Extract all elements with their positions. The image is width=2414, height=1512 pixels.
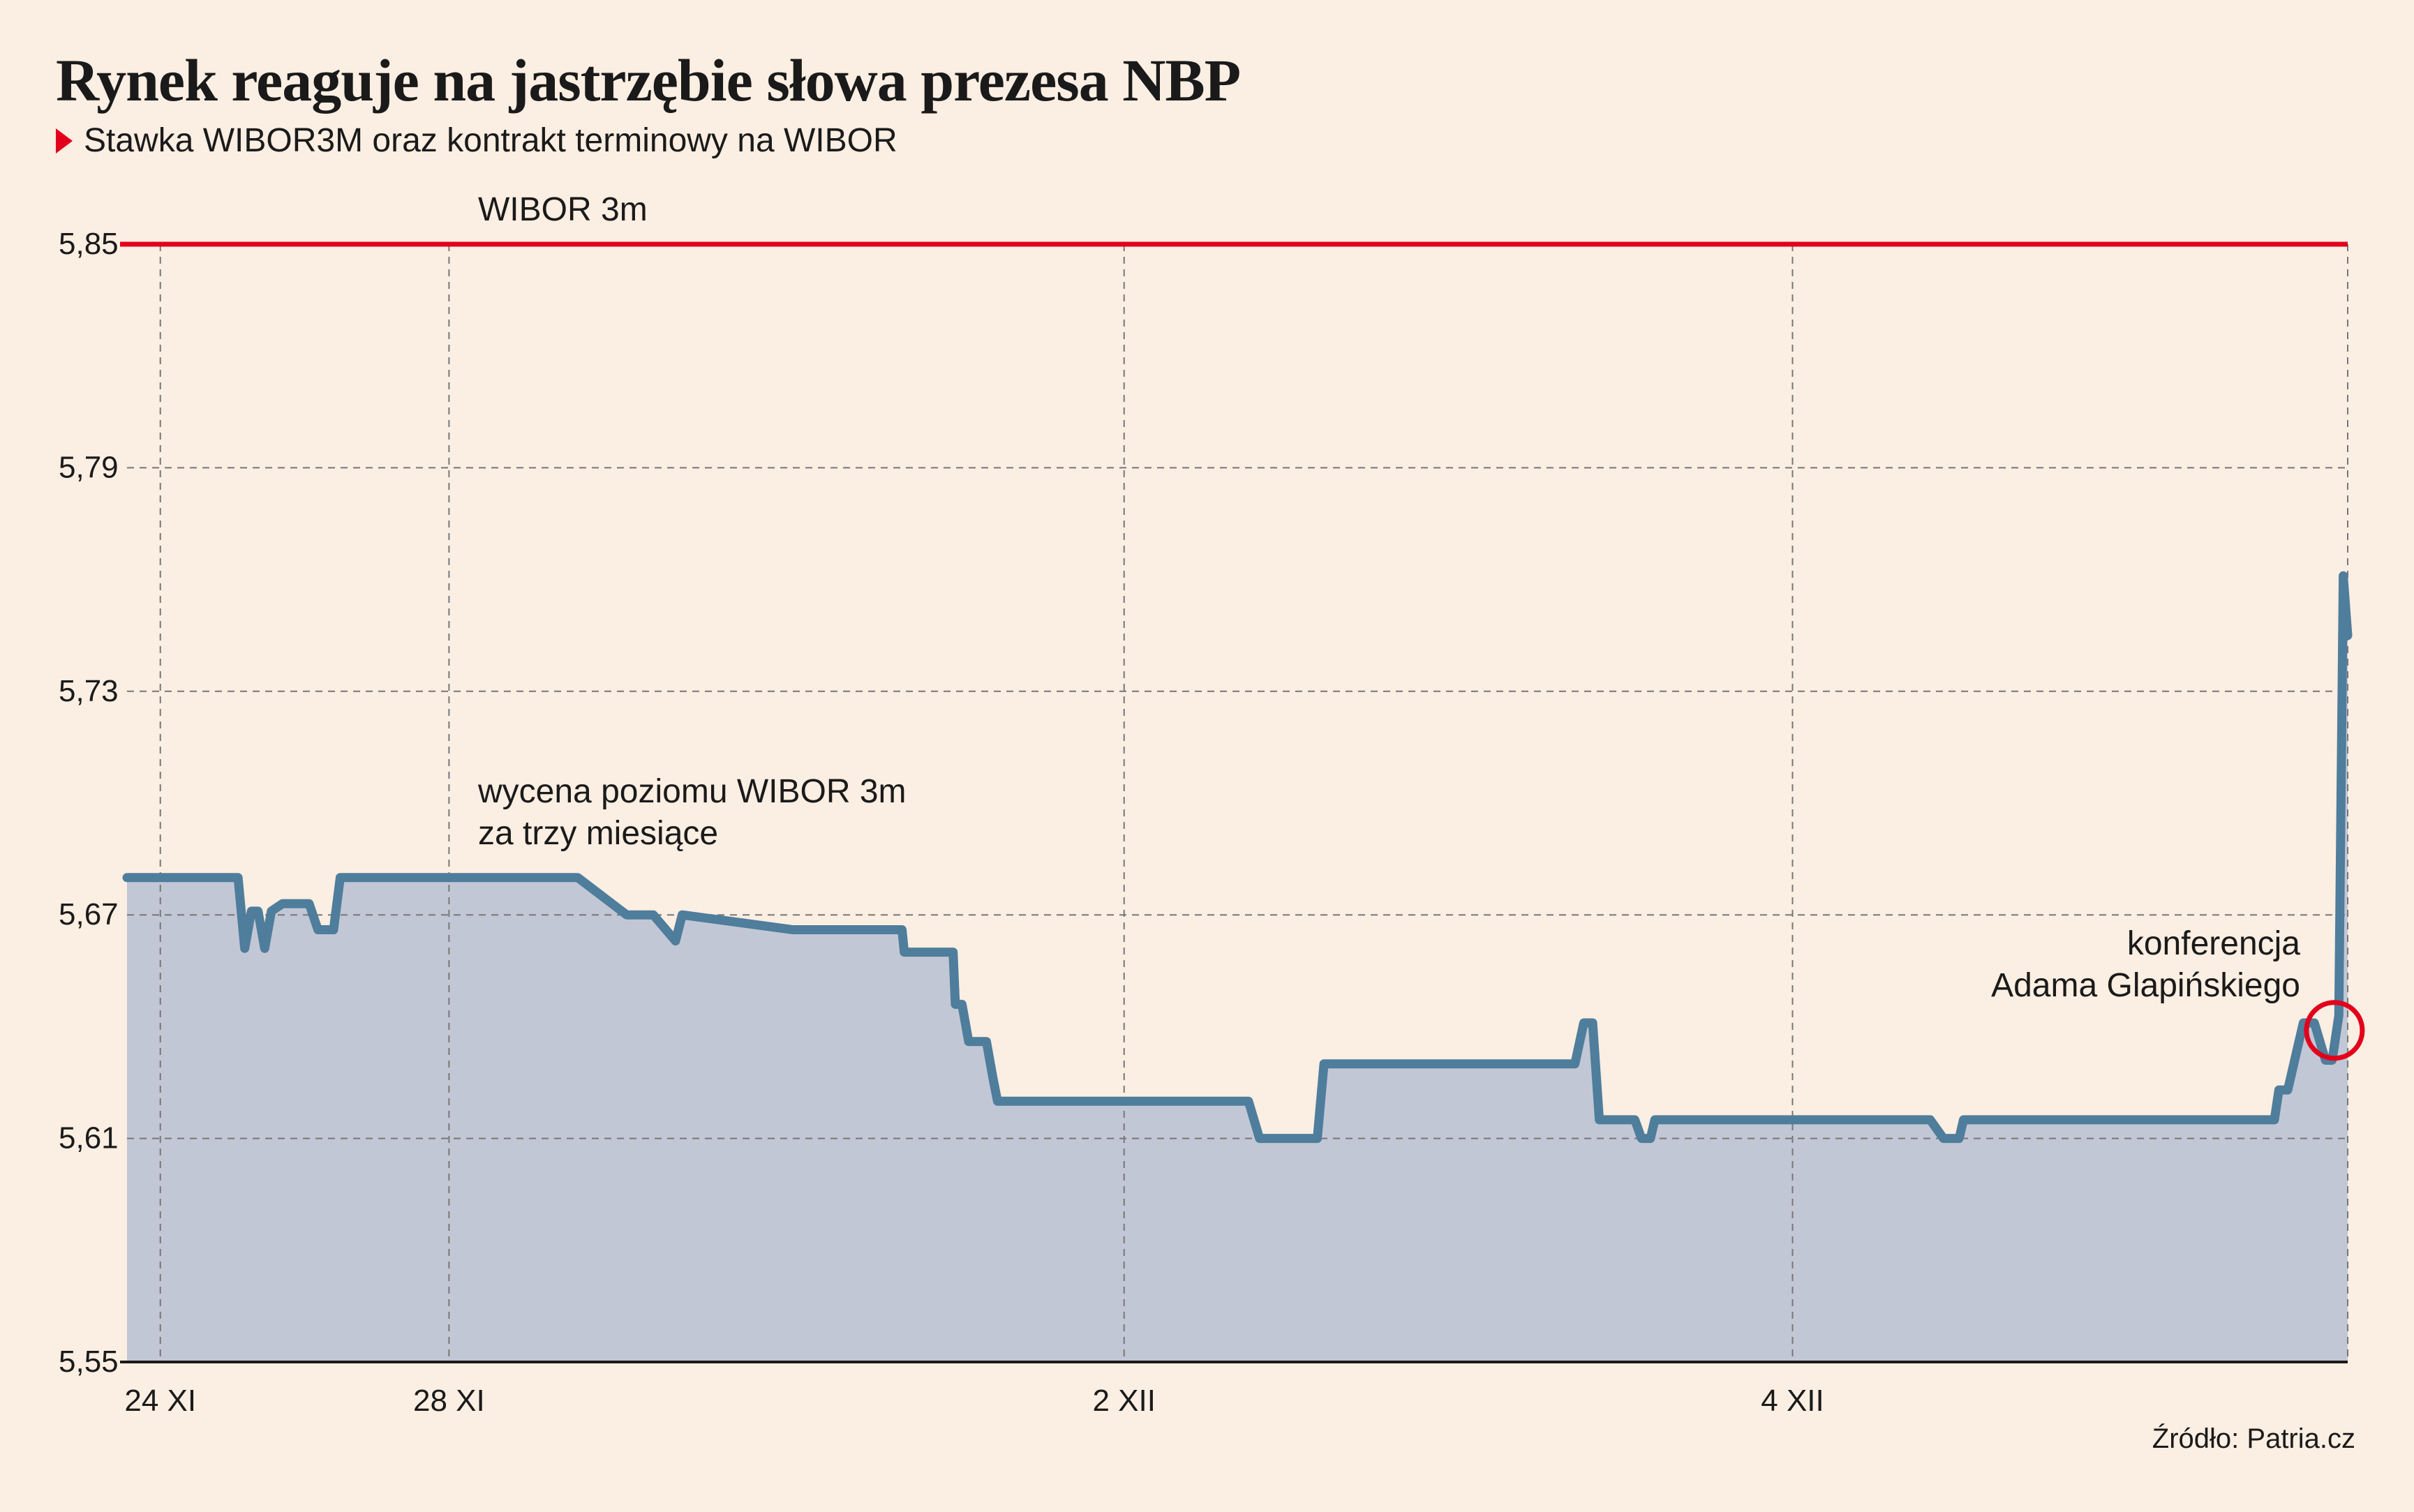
highlight-circle xyxy=(2304,1000,2365,1061)
y-tick-label: 5,67 xyxy=(59,897,119,931)
x-tick-label: 2 XII xyxy=(1092,1384,1156,1418)
y-tick-label: 5,79 xyxy=(59,450,119,484)
chart-subtitle-text: Stawka WIBOR3M oraz kontrakt terminowy n… xyxy=(84,122,897,159)
futures-line xyxy=(122,571,2353,1144)
y-tick-label: 5,73 xyxy=(59,674,119,708)
source-note: Źródło: Patria.cz xyxy=(2152,1423,2355,1454)
triangle-bullet-icon xyxy=(56,128,73,154)
chart-subtitle: Stawka WIBOR3M oraz kontrakt terminowy n… xyxy=(56,122,897,160)
y-tick-label: 5,85 xyxy=(59,227,119,261)
y-tick-label: 5,55 xyxy=(59,1345,119,1379)
annotation-conference-label: konferencja xyxy=(2127,925,2300,962)
x-tick-label: 4 XII xyxy=(1761,1384,1824,1418)
line-layer xyxy=(120,241,2353,1144)
annotation-futures-label: za trzy miesiące xyxy=(478,815,718,852)
y-tick-label: 5,61 xyxy=(59,1121,119,1155)
annotation-conference-label: Adama Glapińskiego xyxy=(1991,967,2300,1004)
annotation-wibor-label: WIBOR 3m xyxy=(478,191,648,228)
x-tick-label: 28 XI xyxy=(413,1384,485,1418)
chart-title: Rynek reaguje na jastrzębie słowa prezes… xyxy=(56,47,1241,114)
annotation-futures-label: wycena poziomu WIBOR 3m xyxy=(477,773,907,810)
grid-layer xyxy=(120,244,2348,1363)
x-tick-label: 24 XI xyxy=(124,1384,196,1418)
